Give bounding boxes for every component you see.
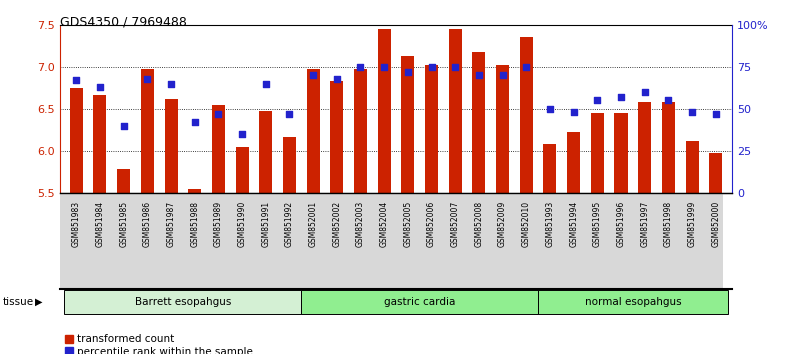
Bar xyxy=(496,65,509,193)
Text: GSM852007: GSM852007 xyxy=(451,201,460,247)
Bar xyxy=(117,169,131,193)
Bar xyxy=(188,189,201,193)
Text: GSM851998: GSM851998 xyxy=(664,201,673,247)
Text: normal esopahgus: normal esopahgus xyxy=(584,297,681,307)
Text: GSM852000: GSM852000 xyxy=(712,201,720,247)
Text: GSM852003: GSM852003 xyxy=(356,201,365,247)
Text: GSM851999: GSM851999 xyxy=(688,201,696,247)
Text: GSM851983: GSM851983 xyxy=(72,201,80,247)
FancyBboxPatch shape xyxy=(64,290,301,314)
Text: GSM851987: GSM851987 xyxy=(166,201,175,247)
Text: GSM852004: GSM852004 xyxy=(380,201,388,247)
Point xyxy=(520,64,533,70)
Text: tissue: tissue xyxy=(2,297,33,307)
Bar xyxy=(567,132,580,193)
Point xyxy=(70,78,83,83)
Bar xyxy=(591,113,604,193)
Legend: transformed count, percentile rank within the sample: transformed count, percentile rank withi… xyxy=(65,335,253,354)
Bar xyxy=(70,88,83,193)
Point xyxy=(236,131,248,137)
Point xyxy=(212,111,224,117)
Bar xyxy=(165,99,178,193)
Text: GSM851991: GSM851991 xyxy=(261,201,271,247)
Text: GSM851994: GSM851994 xyxy=(569,201,578,247)
Point xyxy=(306,72,319,78)
Bar xyxy=(449,29,462,193)
Bar xyxy=(377,29,391,193)
Point xyxy=(496,72,509,78)
Text: GSM852006: GSM852006 xyxy=(427,201,436,247)
Bar xyxy=(520,38,533,193)
Text: GSM852005: GSM852005 xyxy=(404,201,412,247)
Bar xyxy=(212,105,225,193)
Bar xyxy=(141,69,154,193)
Text: GSM851996: GSM851996 xyxy=(617,201,626,247)
Point xyxy=(425,64,438,70)
Bar xyxy=(472,52,486,193)
Text: gastric cardia: gastric cardia xyxy=(384,297,455,307)
Text: GSM851997: GSM851997 xyxy=(640,201,650,247)
Text: Barrett esopahgus: Barrett esopahgus xyxy=(135,297,231,307)
Bar xyxy=(685,141,699,193)
Bar xyxy=(615,113,627,193)
Point xyxy=(378,64,391,70)
Text: GSM851985: GSM851985 xyxy=(119,201,128,247)
Point xyxy=(473,72,486,78)
Point xyxy=(685,109,698,115)
Point xyxy=(330,76,343,81)
Point xyxy=(283,111,296,117)
Bar xyxy=(283,137,296,193)
FancyBboxPatch shape xyxy=(60,193,723,289)
Text: GSM852010: GSM852010 xyxy=(521,201,531,247)
Bar xyxy=(236,147,248,193)
Point xyxy=(662,98,675,103)
Text: GSM851995: GSM851995 xyxy=(593,201,602,247)
Bar xyxy=(306,69,320,193)
FancyBboxPatch shape xyxy=(538,290,728,314)
Text: GSM851988: GSM851988 xyxy=(190,201,199,247)
Bar xyxy=(638,102,651,193)
FancyBboxPatch shape xyxy=(301,290,538,314)
Text: GSM851992: GSM851992 xyxy=(285,201,294,247)
Text: GDS4350 / 7969488: GDS4350 / 7969488 xyxy=(60,16,186,29)
Bar xyxy=(93,95,107,193)
Point xyxy=(709,111,722,117)
Point xyxy=(401,69,414,75)
Text: GSM851990: GSM851990 xyxy=(237,201,247,247)
Text: GSM852008: GSM852008 xyxy=(474,201,483,247)
Bar xyxy=(425,65,438,193)
Text: GSM851984: GSM851984 xyxy=(96,201,104,247)
Point xyxy=(568,109,580,115)
Point xyxy=(259,81,272,86)
Text: GSM851993: GSM851993 xyxy=(545,201,555,247)
Point xyxy=(638,89,651,95)
Bar xyxy=(544,144,556,193)
Point xyxy=(165,81,178,86)
Text: GSM851989: GSM851989 xyxy=(214,201,223,247)
Text: GSM852001: GSM852001 xyxy=(309,201,318,247)
Bar xyxy=(330,81,343,193)
Point xyxy=(354,64,367,70)
Point xyxy=(591,98,603,103)
Bar xyxy=(709,153,722,193)
Bar xyxy=(401,56,415,193)
Point xyxy=(141,76,154,81)
Point xyxy=(189,120,201,125)
Bar xyxy=(661,102,675,193)
Point xyxy=(449,64,462,70)
Text: GSM852002: GSM852002 xyxy=(332,201,341,247)
Bar xyxy=(259,110,272,193)
Point xyxy=(615,94,627,100)
Text: GSM851986: GSM851986 xyxy=(142,201,152,247)
Bar xyxy=(354,69,367,193)
Text: ▶: ▶ xyxy=(35,297,42,307)
Point xyxy=(544,106,556,112)
Point xyxy=(117,123,130,129)
Text: GSM852009: GSM852009 xyxy=(498,201,507,247)
Point xyxy=(94,84,107,90)
